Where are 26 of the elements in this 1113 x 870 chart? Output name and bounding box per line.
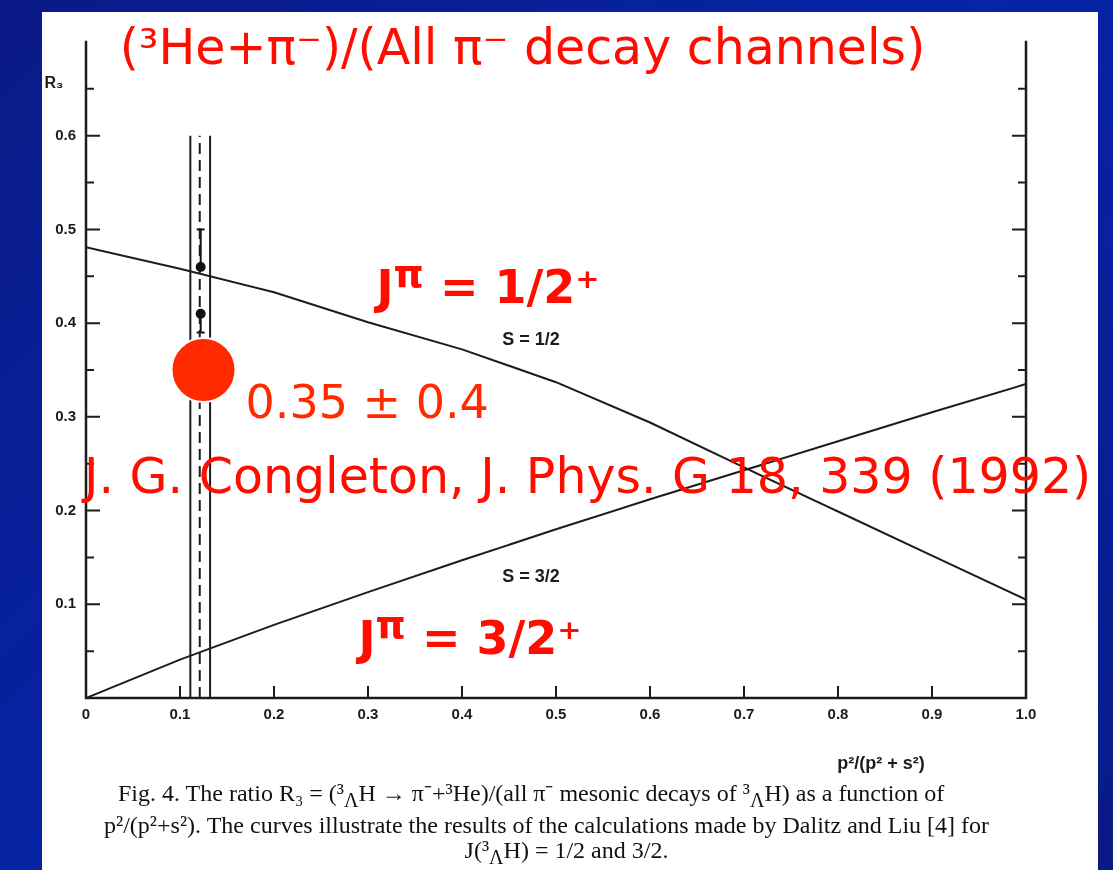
series-label: S = 3/2 xyxy=(502,565,560,586)
y-axis-title: R₃ xyxy=(44,74,64,92)
y-tick-label: 0.5 xyxy=(55,219,76,237)
annotation: J$^{π}$ = 1/2⁺ xyxy=(376,250,600,316)
x-tick-label: 0.5 xyxy=(545,705,567,723)
x-tick-label: 0.7 xyxy=(733,705,755,723)
x-tick-label: 0.4 xyxy=(451,705,474,723)
x-tick-label: 0.9 xyxy=(921,705,943,723)
text: Fig. 4. The ratio R₃ = (³$_{Λ}$H → π⁻+³He)/(all π⁻ mesonic decays of ³$_{Λ}$H) as a function of p²/(p²+s²). The curves illustrate the results of the calculations made by Dalitz and Liu [4] for J(³$_{Λ}$H) = 1/2 and 3/2. xyxy=(104,780,990,868)
x-tick-label: 1.0 xyxy=(1015,705,1037,723)
y-tick-label: 0.2 xyxy=(55,500,76,518)
y-tick-label: 0.3 xyxy=(55,407,76,424)
x-tick-label: 0.2 xyxy=(263,705,285,723)
chart-title: (³He+π⁻)/(All π⁻ decay channels) xyxy=(119,19,926,76)
x-tick-label: 0.1 xyxy=(169,705,191,723)
y-tick-label: 0.1 xyxy=(55,594,76,612)
x-axis-title: p²/(p² + s²) xyxy=(837,752,925,773)
y-tick-label: 0.6 xyxy=(55,125,76,143)
data-label: 0.35 ± 0.4 xyxy=(245,374,489,429)
x-tick-label: 0.6 xyxy=(639,705,661,723)
annotation: J$^{π}$ = 3/2⁺ xyxy=(358,601,582,667)
x-tick-label: 0 xyxy=(81,705,91,723)
x-tick-label: 0.3 xyxy=(357,705,379,723)
x-tick-label: 0.8 xyxy=(827,705,849,723)
y-tick-label: 0.4 xyxy=(55,313,77,331)
series-label: S = 1/2 xyxy=(502,328,560,349)
